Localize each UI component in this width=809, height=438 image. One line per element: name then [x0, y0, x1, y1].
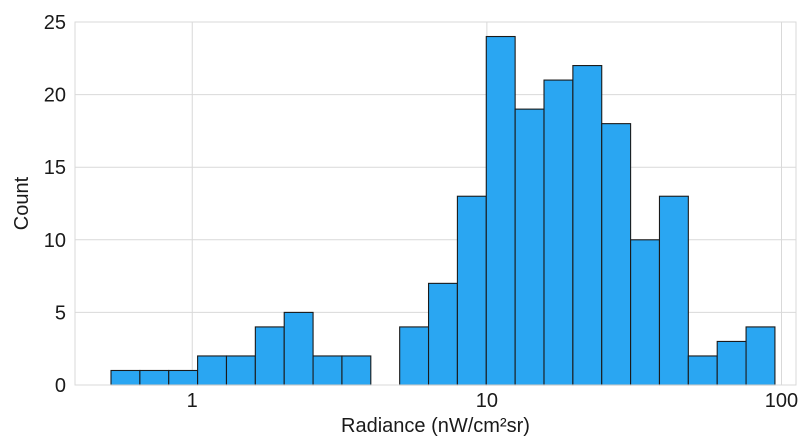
histogram-bar — [716, 340, 747, 386]
histogram-bar — [312, 355, 343, 386]
x-tick-label: 1 — [187, 390, 198, 412]
y-tick-label: 20 — [44, 85, 66, 107]
x-axis-label: Radiance (nW/cm²sr) — [341, 415, 530, 437]
y-tick-label: 5 — [55, 302, 66, 324]
histogram-bar — [341, 355, 372, 386]
histogram-bar — [254, 326, 285, 386]
histogram-bar — [110, 369, 141, 386]
histogram-bar — [399, 326, 430, 386]
plot-frame — [74, 21, 797, 386]
histogram-bar — [283, 311, 314, 386]
histogram-bar — [687, 355, 718, 386]
histogram-bar — [745, 326, 776, 386]
histogram-bar — [456, 195, 487, 386]
y-tick-label: 25 — [44, 12, 66, 34]
x-tick-label: 10 — [476, 390, 498, 412]
histogram-bar — [168, 369, 199, 386]
histogram-bar — [485, 35, 516, 386]
histogram-bar — [427, 282, 458, 386]
x-tick-label: 100 — [765, 390, 798, 412]
histogram-bar — [514, 108, 545, 386]
histogram-bar — [601, 123, 632, 386]
bar-layer — [110, 35, 776, 386]
y-tick-label: 10 — [44, 230, 66, 252]
histogram-bar — [543, 79, 574, 386]
y-axis-label: Count — [11, 176, 33, 230]
histogram-bar — [225, 355, 256, 386]
histogram-bar — [572, 65, 603, 386]
y-tick-label: 0 — [55, 375, 66, 397]
y-tick-label: 15 — [44, 157, 66, 179]
tick-layer: 0 5 10 15 20 25 1 10 100 — [44, 12, 798, 412]
histogram-bar — [139, 369, 170, 386]
histogram-bar — [658, 195, 689, 386]
histogram-bar — [197, 355, 228, 386]
histogram-bar — [630, 239, 661, 386]
